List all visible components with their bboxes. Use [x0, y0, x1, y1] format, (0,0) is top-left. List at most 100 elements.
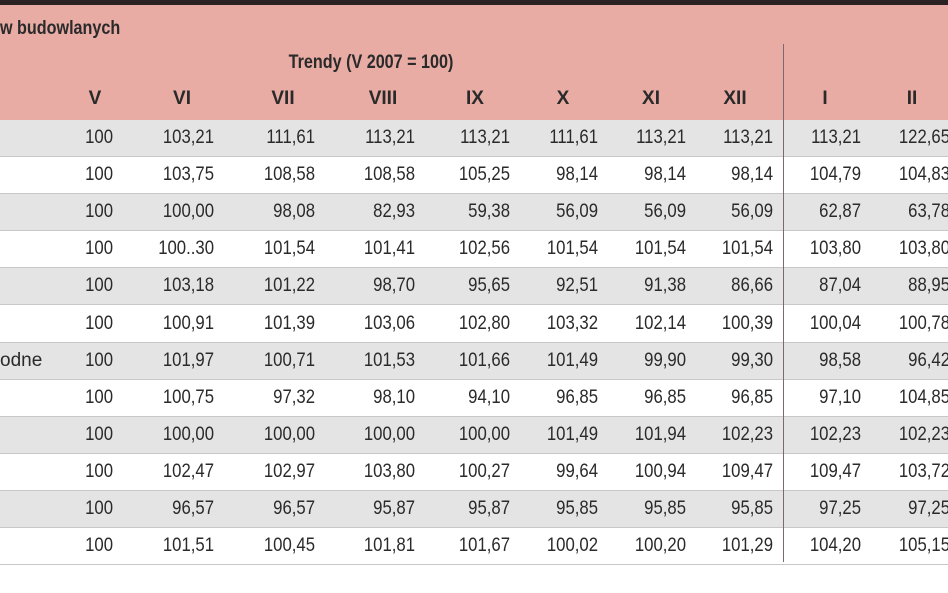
- table-cell: 101,54: [721, 238, 773, 260]
- table-cell: 102,23: [809, 423, 861, 445]
- table-cell: 104,83: [898, 164, 948, 186]
- table-row: [0, 194, 948, 232]
- table-cell: 56,09: [731, 201, 773, 223]
- table-cell: 108,58: [263, 164, 315, 186]
- table-title: w budowlanych: [0, 18, 121, 39]
- table-cell: 96,85: [556, 386, 598, 408]
- table-cell: 99,64: [556, 460, 598, 482]
- table-cell: 102,47: [162, 460, 214, 482]
- row-label: odne: [0, 349, 43, 371]
- table-row: [0, 268, 948, 306]
- table-cell: 95,85: [644, 498, 686, 519]
- column-header: XI: [642, 88, 660, 109]
- table-cell: 98,14: [731, 164, 773, 186]
- table-cell: 101,53: [363, 349, 415, 371]
- table-cell: 97,25: [908, 498, 948, 519]
- table-row: [0, 453, 948, 491]
- table-cell: 101,41: [363, 238, 415, 260]
- table-row: [0, 231, 948, 269]
- table-cell: 103,18: [162, 275, 214, 297]
- table-cell: 103,80: [363, 460, 415, 482]
- table-cell: 101,49: [546, 423, 598, 445]
- table-cell: 100,00: [458, 423, 510, 445]
- table-row: [0, 528, 948, 566]
- column-divider: [783, 44, 784, 562]
- column-header: VIII: [368, 88, 398, 109]
- table-cell: 95,87: [468, 498, 510, 519]
- table-cell: 105,25: [458, 164, 510, 186]
- column-header: II: [906, 88, 918, 109]
- table-cell: 102,80: [458, 312, 510, 334]
- table-cell: 100: [85, 127, 113, 148]
- table-cell: 101,97: [162, 349, 214, 371]
- table-cell: 100: [85, 498, 113, 519]
- table-cell: 96,57: [172, 498, 214, 519]
- table-cell: 91,38: [644, 275, 686, 297]
- table-cell: 100,78: [898, 312, 948, 334]
- table-cell: 103,06: [363, 312, 415, 334]
- table-cell: 101,39: [263, 312, 315, 334]
- table-cell: 98,14: [556, 164, 598, 186]
- table-cell: 100,00: [263, 423, 315, 445]
- table-cell: 102,97: [263, 460, 315, 482]
- table-cell: 101,67: [458, 535, 510, 557]
- table-cell: 88,95: [908, 275, 948, 297]
- table-row: [0, 342, 948, 380]
- table-cell: 100: [85, 164, 113, 186]
- table-cell: 100,02: [546, 535, 598, 557]
- table-cell: 109,47: [721, 460, 773, 482]
- table-cell: 103,21: [162, 127, 214, 148]
- table-cell: 98,08: [273, 201, 315, 223]
- table-cell: 98,14: [644, 164, 686, 186]
- table-cell: 101,54: [634, 238, 686, 260]
- table-cell: 100: [85, 423, 113, 445]
- table-cell: 100,00: [363, 423, 415, 445]
- table-cell: 113,21: [723, 127, 773, 148]
- column-group: Trendy (V 2007 = 100): [288, 52, 454, 73]
- table-cell: 122,65: [898, 127, 948, 148]
- table-cell: 101,49: [546, 349, 598, 371]
- table-cell: 56,09: [556, 201, 598, 223]
- table-cell: 95,65: [468, 275, 510, 297]
- table-cell: 104,20: [809, 535, 861, 557]
- column-header: IX: [466, 88, 484, 109]
- table-cell: 62,87: [819, 201, 861, 223]
- top-bar: [0, 0, 948, 5]
- table-cell: 100: [85, 535, 113, 557]
- table-cell: 97,25: [819, 498, 861, 519]
- table-row: [0, 491, 948, 529]
- table-cell: 95,85: [556, 498, 598, 519]
- table-cell: 100,00: [162, 423, 214, 445]
- table-cell: 113,21: [365, 127, 415, 148]
- table-cell: 99,30: [731, 349, 773, 371]
- table-cell: 102,23: [721, 423, 773, 445]
- table-row: [0, 157, 948, 195]
- table-cell: 103,72: [898, 460, 948, 482]
- column-header: VII: [271, 88, 295, 109]
- table-cell: 101,54: [263, 238, 315, 260]
- table-cell: 56,09: [644, 201, 686, 223]
- table-cell: 103,80: [809, 238, 861, 260]
- table-cell: 100: [85, 386, 113, 408]
- table-cell: 98,10: [373, 386, 415, 408]
- table-cell: 92,51: [556, 275, 598, 297]
- table-cell: 109,47: [809, 460, 861, 482]
- table-cell: 101,54: [546, 238, 598, 260]
- table-cell: 111,61: [549, 127, 598, 148]
- column-header: I: [822, 88, 828, 109]
- table-cell: 100: [85, 238, 113, 260]
- table-cell: 87,04: [819, 275, 861, 297]
- table-cell: 100..30: [158, 238, 214, 260]
- table-cell: 99,90: [644, 349, 686, 371]
- table-cell: 100,71: [263, 349, 315, 371]
- table-cell: 97,32: [273, 386, 315, 408]
- table-cell: 104,85: [898, 386, 948, 408]
- table-cell: 100,39: [721, 312, 773, 334]
- table-cell: 100,20: [634, 535, 686, 557]
- table-cell: 100,04: [809, 312, 861, 334]
- column-header: XII: [723, 88, 747, 109]
- column-header: V: [88, 88, 102, 109]
- table-cell: 100,75: [162, 386, 214, 408]
- table-cell: 103,75: [162, 164, 214, 186]
